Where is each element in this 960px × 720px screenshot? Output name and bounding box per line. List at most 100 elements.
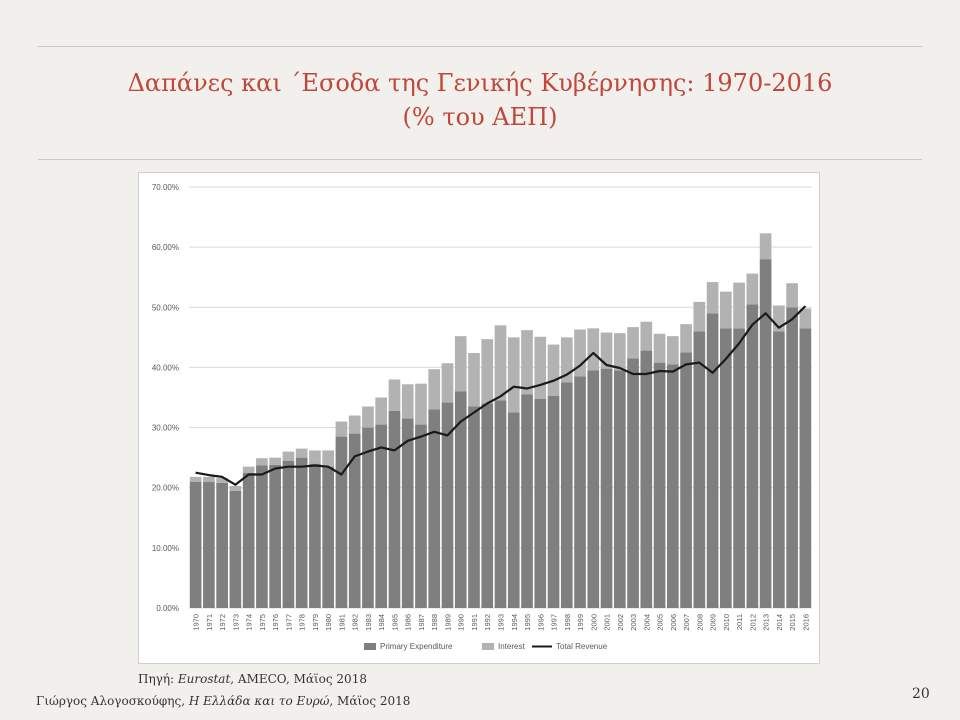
y-tick-label: 0.00% — [156, 604, 179, 613]
interest-bar — [481, 339, 494, 404]
interest-bar — [348, 415, 361, 434]
primary-expenditure-bar — [733, 328, 745, 608]
interest-bar — [587, 328, 600, 371]
primary-expenditure-bar — [388, 410, 401, 608]
interest-bar — [547, 344, 560, 396]
interest-bar — [786, 283, 798, 308]
primary-expenditure-bar — [560, 382, 573, 608]
x-tick-label: 1980 — [324, 614, 333, 631]
x-tick-label: 1992 — [483, 614, 492, 631]
x-tick-label: 1994 — [510, 614, 519, 631]
interest-bar — [680, 324, 692, 353]
x-tick-label: 1997 — [550, 614, 559, 631]
primary-expenditure-bar — [720, 328, 732, 608]
x-tick-label: 1982 — [351, 614, 360, 631]
x-tick-label: 1989 — [443, 614, 452, 631]
footer-author: Γιώργος Αλογοσκούφης, — [36, 694, 189, 708]
primary-expenditure-bar — [786, 307, 798, 608]
primary-expenditure-bar — [282, 460, 295, 608]
interest-bar — [362, 406, 374, 428]
legend-total-revenue: Total Revenue — [532, 642, 608, 651]
primary-expenditure-bar — [295, 457, 308, 608]
primary-expenditure-bar — [322, 466, 335, 608]
primary-expenditure-bar — [534, 398, 547, 608]
interest-bar — [560, 337, 573, 383]
x-tick-label: 2002 — [616, 614, 625, 631]
x-tick-label: 2013 — [762, 614, 771, 631]
x-tick-label: 1986 — [404, 614, 413, 631]
x-tick-label: 2006 — [669, 614, 678, 631]
page-number: 20 — [912, 686, 930, 702]
title-line-1: Δαπάνες και ΄Εσοδα της Γενικής Κυβέρνηση… — [127, 69, 833, 97]
x-tick-label: 2004 — [642, 614, 651, 631]
interest-bar — [375, 397, 388, 425]
y-tick-label: 50.00% — [152, 303, 179, 312]
interest-bar — [189, 476, 202, 482]
interest-bar — [653, 333, 666, 363]
chart-container: 0.00% 10.00% 20.00% 30.00% 40.00% 50.00% 60.00… — [138, 172, 820, 664]
legend-swatch — [364, 643, 376, 650]
x-tick-label: 1981 — [337, 614, 346, 631]
x-tick-label: 1975 — [258, 614, 267, 631]
title-rule-bottom — [38, 159, 922, 160]
x-tick-label: 1988 — [430, 614, 439, 631]
primary-expenditure-bar — [507, 412, 520, 608]
x-tick-label: 1970 — [192, 614, 201, 631]
x-tick-label: 2003 — [629, 614, 638, 631]
primary-expenditure-bar — [613, 370, 626, 608]
source-rest: , AMECO, Μάϊος 2018 — [230, 672, 367, 686]
x-tick-label: 2012 — [748, 614, 757, 631]
interest-bar — [693, 301, 706, 332]
x-tick-label: 2001 — [603, 614, 612, 631]
slide-footer: Γιώργος Αλογοσκούφης, Η Ελλάδα και το Ευ… — [36, 694, 410, 708]
x-tick-label: 1987 — [417, 614, 426, 631]
interest-bar — [746, 273, 759, 305]
y-tick-label: 30.00% — [152, 424, 179, 433]
primary-expenditure-bar — [521, 394, 533, 608]
interest-bar — [322, 450, 335, 467]
primary-expenditure-bar — [189, 481, 202, 608]
interest-bar — [269, 457, 281, 465]
primary-expenditure-bar — [216, 482, 228, 608]
x-tick-label: 1995 — [523, 614, 532, 631]
footer-book-title: Η Ελλάδα και το Ευρώ — [188, 694, 330, 708]
interest-bar — [468, 352, 480, 407]
x-tick-label: 1984 — [377, 614, 386, 631]
primary-expenditure-bar — [693, 331, 706, 608]
interest-bar — [521, 330, 533, 395]
interest-bar — [415, 383, 427, 425]
primary-expenditure-bar — [574, 376, 586, 608]
primary-expenditure-bar — [600, 368, 613, 608]
x-tick-label: 1990 — [457, 614, 466, 631]
x-tick-label: 1976 — [271, 614, 280, 631]
primary-expenditure-bar — [653, 362, 666, 608]
x-tick-label: 1983 — [364, 614, 373, 631]
interest-bar — [773, 305, 785, 332]
x-tick-label: 1973 — [231, 614, 240, 631]
interest-bar — [282, 451, 295, 461]
primary-expenditure-bar — [547, 395, 560, 608]
primary-expenditure-bar — [441, 402, 454, 608]
source-note: Πηγή: Eurostat, AMECO, Μάϊος 2018 — [138, 672, 367, 686]
interest-bar — [335, 421, 348, 437]
interest-bar — [706, 282, 719, 314]
x-tick-label: 2008 — [695, 614, 704, 631]
interest-bar — [600, 332, 613, 369]
x-tick-label: 1971 — [205, 614, 214, 631]
expenditure-revenue-chart: 0.00% 10.00% 20.00% 30.00% 40.00% 50.00% 60.00… — [152, 183, 812, 651]
x-tick-label: 1993 — [497, 614, 506, 631]
x-tick-label: 2007 — [682, 614, 691, 631]
legend-primary-expenditure: Primary Expenditure — [364, 642, 453, 651]
x-tick-label: 2005 — [656, 614, 665, 631]
primary-expenditure-bar — [587, 370, 600, 608]
interest-bar — [454, 336, 467, 392]
y-tick-label: 10.00% — [152, 544, 179, 553]
primary-expenditure-bar — [203, 481, 215, 608]
y-tick-label: 60.00% — [152, 243, 179, 252]
interest-bar — [640, 321, 653, 351]
footer-date: , Μάϊος 2018 — [329, 694, 411, 708]
x-tick-label: 1999 — [576, 614, 585, 631]
interest-bar — [759, 233, 772, 260]
interest-bar — [627, 327, 639, 359]
primary-expenditure-bar — [468, 406, 480, 608]
